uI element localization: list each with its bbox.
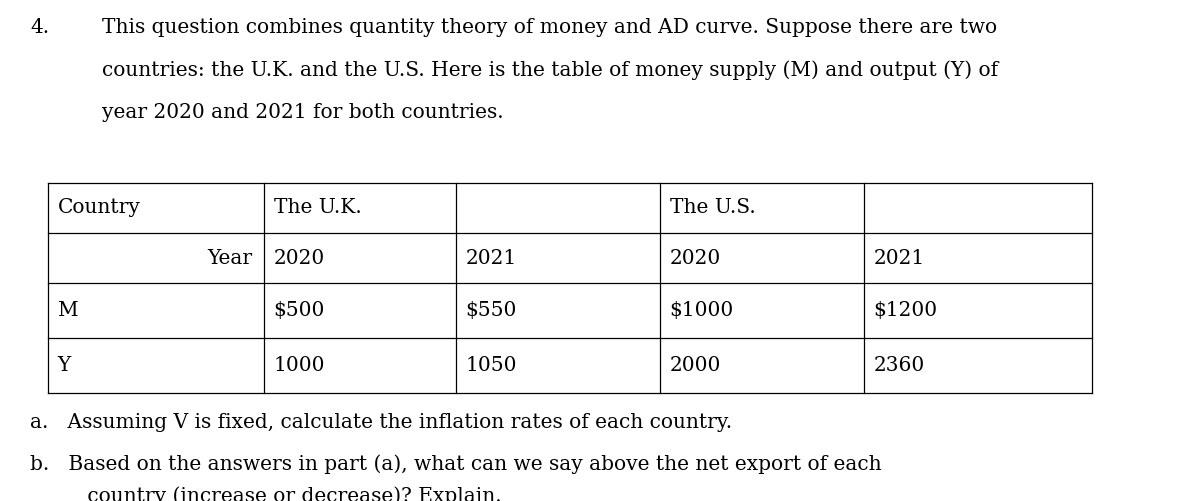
Text: 2021: 2021 (466, 248, 517, 268)
Text: 2020: 2020 (274, 248, 325, 268)
Text: The U.K.: The U.K. (274, 198, 361, 217)
Text: 2021: 2021 (874, 248, 925, 268)
Text: b.   Based on the answers in part (a), what can we say above the net export of e: b. Based on the answers in part (a), wha… (30, 454, 882, 474)
Text: Year: Year (206, 248, 252, 268)
Text: 2020: 2020 (670, 248, 721, 268)
Text: M: M (58, 301, 78, 320)
Text: year 2020 and 2021 for both countries.: year 2020 and 2021 for both countries. (102, 103, 504, 122)
Text: $500: $500 (274, 301, 325, 320)
Text: $550: $550 (466, 301, 517, 320)
Text: 4.: 4. (30, 18, 49, 37)
Text: country (increase or decrease)? Explain.: country (increase or decrease)? Explain. (30, 486, 502, 501)
Text: $1200: $1200 (874, 301, 937, 320)
Text: Country: Country (58, 198, 140, 217)
Text: The U.S.: The U.S. (670, 198, 755, 217)
Text: $1000: $1000 (670, 301, 734, 320)
Text: This question combines quantity theory of money and AD curve. Suppose there are : This question combines quantity theory o… (102, 18, 997, 37)
Text: 2360: 2360 (874, 356, 925, 375)
Text: 1000: 1000 (274, 356, 325, 375)
Text: a.   Assuming V is fixed, calculate the inflation rates of each country.: a. Assuming V is fixed, calculate the in… (30, 413, 732, 432)
Text: 2000: 2000 (670, 356, 721, 375)
Text: countries: the U.K. and the U.S. Here is the table of money supply (M) and outpu: countries: the U.K. and the U.S. Here is… (102, 60, 998, 80)
Text: 1050: 1050 (466, 356, 517, 375)
Text: Y: Y (58, 356, 71, 375)
